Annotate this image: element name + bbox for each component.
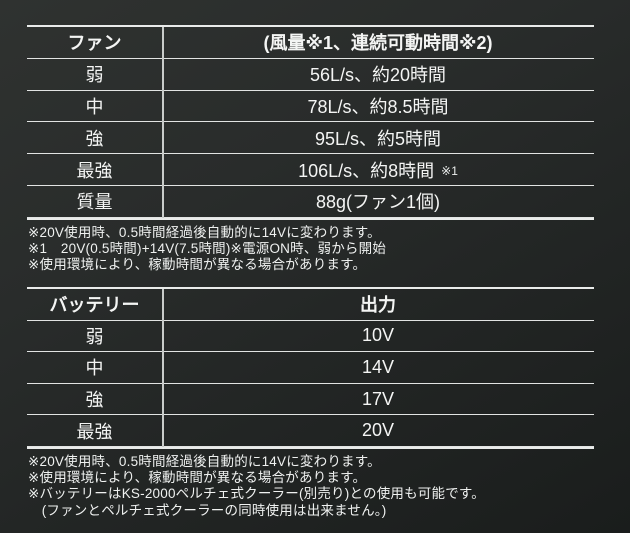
row-value: 20V — [361, 420, 395, 441]
fan-table-title: ファン — [67, 33, 122, 54]
fan-spec-table: ファン (風量※1、連続可動時間※2) 弱 56L/s、約20時間 中 78L/… — [27, 25, 594, 220]
battery-table-header-row: バッテリー 出力 — [27, 289, 594, 321]
row-label: 中 — [85, 358, 104, 379]
battery-table-title: バッテリー — [49, 295, 140, 316]
footnote-marker: ※1 — [441, 163, 458, 178]
row-label: 中 — [85, 96, 104, 117]
footnote-line: ※バッテリーはKS-2000ペルチェ式クーラー(別売り)との使用も可能です。 — [28, 486, 485, 502]
fan-table-header-value: (風量※1、連続可動時間※2) — [263, 33, 493, 54]
table-row: 中 14V — [27, 352, 594, 384]
row-value: 88g(ファン1個) — [315, 192, 441, 213]
battery-spec-table: バッテリー 出力 弱 10V 中 14V 強 17V 最強 20V — [27, 287, 594, 449]
footnote-line: ※1 20V(0.5時間)+14V(7.5時間)※電源ON時、弱から開始 — [28, 241, 387, 257]
table-row: 弱 56L/s、約20時間 — [27, 59, 594, 91]
table-row: 最強 106L/s、約8時間 ※1 — [27, 154, 594, 186]
table-row: 質量 88g(ファン1個) — [27, 186, 594, 218]
row-value: 56L/s、約20時間 — [309, 65, 447, 86]
column-divider — [162, 27, 164, 218]
table-row: 中 78L/s、約8.5時間 — [27, 91, 594, 123]
fan-footnotes: ※20V使用時、0.5時間経過後自動的に14Vに変わります。 ※1 20V(0.… — [28, 225, 610, 274]
footnote-line: ※20V使用時、0.5時間経過後自動的に14Vに変わります。 — [28, 225, 381, 240]
footnote-line: ※使用環境により、稼動時間が異なる場合があります。 — [28, 470, 367, 486]
table-row: 強 17V — [27, 384, 594, 416]
row-value: 78L/s、約8.5時間 — [307, 96, 449, 117]
row-value: 14V — [361, 356, 395, 377]
battery-footnotes: ※20V使用時、0.5時間経過後自動的に14Vに変わります。 ※使用環境により、… — [28, 454, 610, 519]
row-value: 17V — [361, 388, 395, 409]
row-value: 106L/s、約8時間 ※1 — [162, 157, 594, 183]
row-label: 最強 — [76, 421, 113, 442]
battery-table-header-value: 出力 — [360, 295, 396, 316]
row-label: 弱 — [85, 65, 104, 86]
row-label: 強 — [85, 128, 104, 149]
table-row: 強 95L/s、約5時間 — [27, 122, 594, 155]
row-label: 質量 — [76, 192, 113, 213]
row-value-text: 106L/s、約8時間 — [298, 160, 435, 181]
row-label: 最強 — [76, 160, 113, 181]
fan-table-header-row: ファン (風量※1、連続可動時間※2) — [27, 27, 594, 59]
row-value: 95L/s、約5時間 — [314, 128, 442, 149]
footnote-line: (ファンとペルチェ式クーラーの同時使用は出来ません。) — [28, 502, 387, 518]
column-divider — [162, 289, 164, 447]
row-label: 強 — [85, 390, 104, 411]
footnote-line: ※使用環境により、稼動時間が異なる場合があります。 — [28, 257, 367, 273]
footnote-line: ※20V使用時、0.5時間経過後自動的に14Vに変わります。 — [28, 454, 381, 469]
row-value: 10V — [361, 325, 395, 346]
table-row: 最強 20V — [27, 415, 594, 447]
row-label: 弱 — [85, 326, 104, 347]
table-row: 弱 10V — [27, 321, 594, 353]
